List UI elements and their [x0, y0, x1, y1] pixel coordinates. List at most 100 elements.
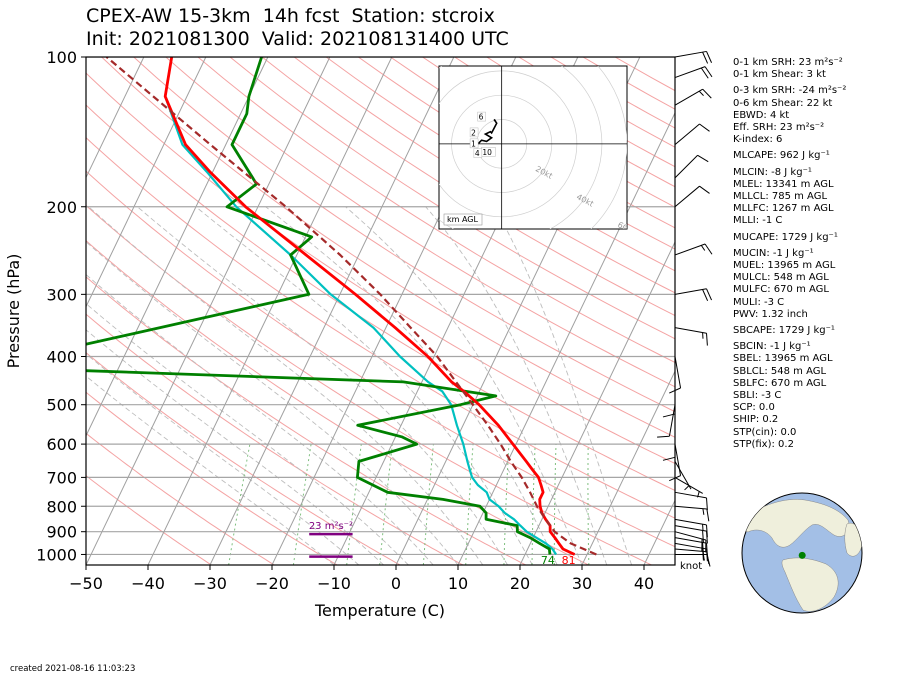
index-line: 0-6 km Shear: 22 kt [733, 97, 833, 109]
barb-shaft [668, 404, 676, 437]
hodograph-height-label: 10 [482, 148, 492, 157]
globe-land-south-america [781, 557, 839, 612]
index-line: MUCIN: -1 J kg⁻¹ [733, 247, 814, 259]
y-tick-label: 700 [46, 468, 77, 487]
wind-barb [674, 88, 712, 106]
barb-flag [662, 456, 676, 461]
globe-station-marker [798, 551, 806, 559]
barb-shaft [674, 542, 707, 550]
globe-land-north-america [742, 499, 850, 548]
barb-shaft [674, 288, 707, 295]
barb-shaft [674, 548, 707, 553]
x-tick-label: 40 [634, 574, 654, 593]
y-tick-label: 200 [46, 198, 77, 217]
wind-barb [674, 66, 713, 79]
barb-shaft [674, 88, 703, 106]
barb-flag [702, 289, 709, 301]
isotherm [209, 57, 455, 565]
wind-barb [657, 404, 676, 438]
mixing-ratio-line [228, 444, 251, 565]
wind-barb [674, 50, 713, 64]
index-line: MLLFC: 1267 m AGL [733, 203, 834, 215]
barb-shaft [674, 444, 682, 476]
moist-adiabat [265, 206, 558, 565]
srh-layer: 23 m²s⁻² [309, 521, 353, 558]
barb-flag [669, 387, 681, 394]
dry-adiabat [133, 57, 675, 413]
moist-adiabat [86, 329, 384, 565]
mixing-ratio-line [553, 444, 557, 565]
barb-shaft [674, 505, 707, 510]
dry-adiabat [86, 276, 526, 565]
wind-barb [674, 185, 710, 208]
barb-flag [706, 508, 710, 522]
moist-adiabat [86, 303, 409, 565]
created-timestamp: created 2021-08-16 11:03:23 [10, 664, 136, 674]
barb-half-flag [698, 90, 704, 97]
barb-shaft [674, 185, 700, 208]
barb-flag [706, 333, 708, 346]
x-tick-label: 20 [510, 574, 530, 593]
chart-title-line1: CPEX-AW 15-3km 14h fcst Station: stcroix [86, 5, 495, 27]
y-tick-label: 100 [46, 48, 77, 67]
parcel-line [105, 57, 597, 556]
barb-shaft [674, 66, 706, 79]
mixing-ratio-line [587, 444, 590, 565]
dry-adiabat [197, 57, 675, 364]
barb-flag [704, 243, 713, 255]
index-line: MLLCL: 785 m AGL [733, 191, 828, 203]
wind-barb [662, 381, 676, 418]
moist-adiabat [493, 206, 633, 565]
dry-adiabat [86, 352, 401, 565]
isotherm [457, 111, 675, 565]
hodograph-height-box [469, 138, 479, 149]
mixing-ratio-line [292, 444, 312, 565]
hodograph-height-box [473, 148, 483, 158]
dry-adiabat [325, 57, 675, 272]
axes: −50 −40 −30 −20 −10 0 10 20 30 40 100 200 300 400 500 6… [36, 48, 654, 593]
x-tick-label: 30 [572, 574, 592, 593]
chart-title-line2: Init: 2021081300 Valid: 202108131400 UTC [86, 28, 509, 50]
hodograph-trace [477, 118, 498, 145]
index-line: MUEL: 13965 m AGL [733, 260, 836, 272]
index-line: MULI: -3 C [733, 296, 785, 308]
barb-flag [704, 66, 713, 78]
plot-frame [85, 56, 676, 566]
index-line: SBCIN: -1 J kg⁻¹ [733, 341, 811, 353]
surface-dewpoint-label: 74 [541, 554, 555, 567]
barb-half-flag [697, 491, 700, 498]
isotherm [86, 57, 145, 179]
index-line: SBCAPE: 1729 J kg⁻¹ [733, 325, 835, 337]
index-line: MLCAPE: 962 J kg⁻¹ [733, 150, 830, 162]
barb-flag [702, 530, 704, 543]
wind-barb [674, 537, 708, 556]
profile-lines [86, 57, 597, 556]
wind-barb [674, 327, 708, 346]
wind-barb [674, 505, 710, 522]
x-tick-label: −10 [317, 574, 351, 593]
barb-flag [706, 524, 708, 538]
dry-adiabat [165, 57, 675, 388]
mixing-ratio-line [465, 444, 474, 565]
isotherm [86, 57, 331, 565]
hodograph-ring-label: 80kt [657, 248, 677, 264]
barb-flag [662, 413, 676, 418]
mixing-ratio-line [503, 444, 510, 565]
index-line: STP(cin): 0.0 [733, 426, 797, 438]
y-tick-label: 1000 [36, 545, 77, 564]
mixing-ratio-line [531, 444, 536, 565]
barb-flag [702, 542, 704, 555]
index-line: SCP: 0.0 [733, 402, 775, 414]
x-tick-label: 10 [448, 574, 468, 593]
y-tick-label: 300 [46, 285, 77, 304]
index-line: EBWD: 4 kt [733, 109, 790, 121]
hodograph-unit-label: km AGL [447, 215, 479, 224]
barb-flag [700, 67, 709, 79]
barb-flag [669, 475, 681, 482]
wind-barb [674, 518, 708, 538]
wind-barb [674, 243, 713, 256]
globe-land [742, 499, 862, 612]
hodograph-height-label: 1 [471, 139, 476, 148]
barb-shaft [674, 123, 700, 145]
